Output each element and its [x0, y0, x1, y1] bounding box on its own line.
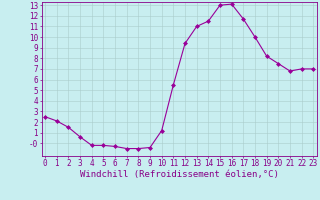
X-axis label: Windchill (Refroidissement éolien,°C): Windchill (Refroidissement éolien,°C) — [80, 170, 279, 179]
